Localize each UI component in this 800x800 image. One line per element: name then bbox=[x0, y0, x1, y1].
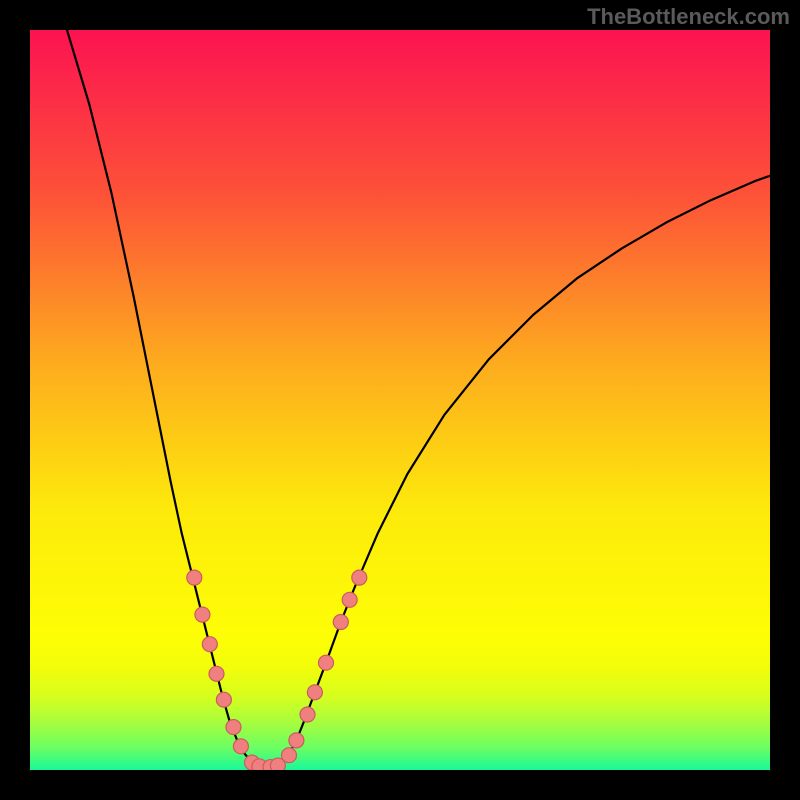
data-marker bbox=[282, 748, 297, 763]
data-marker bbox=[216, 692, 231, 707]
data-marker bbox=[289, 733, 304, 748]
data-marker bbox=[233, 739, 248, 754]
data-marker bbox=[307, 685, 322, 700]
watermark-text: TheBottleneck.com bbox=[587, 4, 790, 30]
data-marker bbox=[352, 570, 367, 585]
chart-plot-area bbox=[30, 30, 770, 770]
data-marker bbox=[209, 666, 224, 681]
data-marker bbox=[319, 655, 334, 670]
data-marker bbox=[300, 707, 315, 722]
data-marker bbox=[342, 592, 357, 607]
data-marker bbox=[202, 637, 217, 652]
data-marker bbox=[187, 570, 202, 585]
chart-background bbox=[30, 30, 770, 770]
data-marker bbox=[226, 720, 241, 735]
chart-svg bbox=[30, 30, 770, 770]
data-marker bbox=[195, 607, 210, 622]
data-marker bbox=[333, 615, 348, 630]
